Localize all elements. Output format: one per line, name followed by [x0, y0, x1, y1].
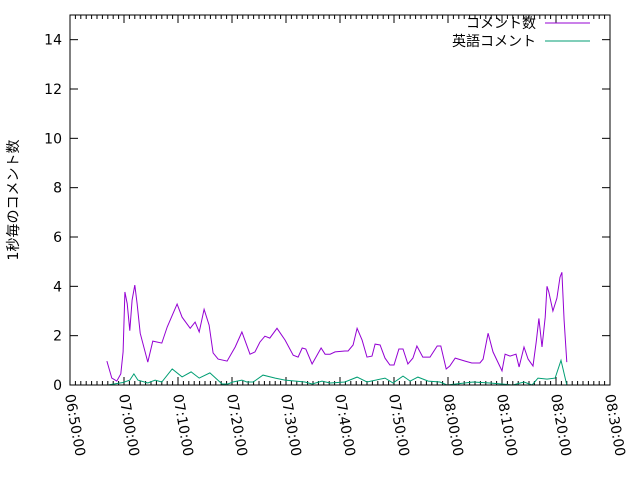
series-line-0	[106, 272, 568, 382]
legend: コメント数 英語コメント	[452, 16, 590, 50]
x-tick-label: 07:40:00	[331, 393, 358, 458]
plot-border	[69, 14, 611, 386]
series-line-1	[107, 358, 568, 386]
y-axis-label: 1秒毎のコメント数	[6, 140, 22, 261]
y-tick-label: 10	[44, 131, 62, 147]
y-tick-label: 12	[44, 82, 62, 98]
y-tick-label: 6	[53, 230, 62, 246]
x-tick-label: 07:50:00	[385, 393, 412, 458]
y-tick-label: 2	[53, 329, 62, 345]
x-tick-label: 07:00:00	[115, 393, 142, 458]
x-tick-label: 08:10:00	[493, 393, 520, 458]
y-tick-label: 14	[44, 33, 62, 49]
x-tick-label: 07:30:00	[277, 393, 304, 458]
x-axis: 06:50:00 07:00:00 07:10:00 07:20:00 07:30:00…	[61, 15, 628, 458]
x-tick-label: 08:20:00	[547, 393, 574, 458]
x-tick-label: 07:10:00	[169, 393, 196, 458]
x-tick-label: 08:00:00	[439, 393, 466, 458]
x-tick-label: 08:30:00	[601, 393, 628, 458]
x-tick-label: 07:20:00	[223, 393, 250, 458]
plot-lines	[106, 272, 568, 386]
legend-label-1: 英語コメント	[452, 33, 536, 50]
y-axis: 0 2 4 6 8 10 12 14	[44, 33, 610, 394]
y-tick-label: 0	[53, 378, 62, 394]
x-tick-label: 06:50:00	[61, 393, 88, 458]
y-tick-label: 8	[53, 181, 62, 197]
y-tick-label: 4	[53, 279, 62, 295]
legend-label-0: コメント数	[466, 16, 536, 32]
